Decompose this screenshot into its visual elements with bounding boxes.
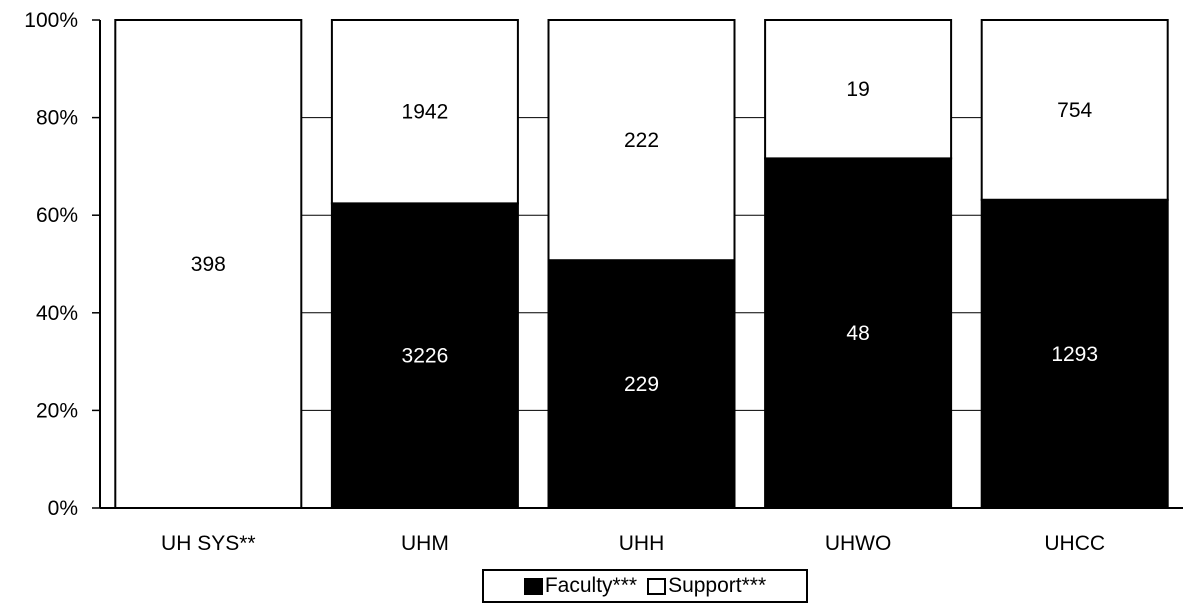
legend: Faculty*** Support*** xyxy=(482,569,808,603)
legend-label-support: Support*** xyxy=(668,574,767,597)
legend-label-faculty: Faculty*** xyxy=(544,574,638,597)
bar-segment xyxy=(980,19,1169,201)
data-label: 222 xyxy=(624,129,659,152)
data-label: 48 xyxy=(846,322,869,345)
legend-item-support: Support*** xyxy=(647,574,766,598)
data-label: 1293 xyxy=(1051,343,1098,366)
legend-item-faculty: Faculty*** xyxy=(523,574,638,598)
plot-area: 0% 20% 40% 60% 80% 100% 398 UH SYS** 3226 1942 UHM… xyxy=(24,9,1183,555)
bar-segment xyxy=(764,19,953,160)
legend-swatch-faculty xyxy=(523,577,543,595)
bar-segment xyxy=(764,157,953,509)
x-tick-label: UH SYS** xyxy=(161,532,256,555)
y-tick-label: 0% xyxy=(48,497,78,520)
data-label: 754 xyxy=(1057,99,1092,122)
x-tick-label: UHH xyxy=(619,532,665,555)
data-label: 229 xyxy=(624,373,659,396)
y-tick-label: 40% xyxy=(36,302,78,325)
y-tick-label: 60% xyxy=(36,204,78,227)
y-tick-label: 100% xyxy=(24,9,78,32)
bar-segment xyxy=(547,259,736,509)
data-label: 1942 xyxy=(402,101,449,124)
x-tick-label: UHM xyxy=(401,532,449,555)
bar-segment xyxy=(330,202,519,509)
data-label: 398 xyxy=(191,253,226,276)
x-tick-label: UHWO xyxy=(825,532,892,555)
data-label: 3226 xyxy=(402,345,449,368)
y-tick-label: 80% xyxy=(36,107,78,130)
bar-segment xyxy=(330,19,519,205)
data-label: 19 xyxy=(846,78,869,101)
x-tick-label: UHCC xyxy=(1044,532,1105,555)
legend-swatch-support xyxy=(647,577,667,595)
y-tick-label: 20% xyxy=(36,399,78,422)
bar-segment xyxy=(547,19,736,262)
